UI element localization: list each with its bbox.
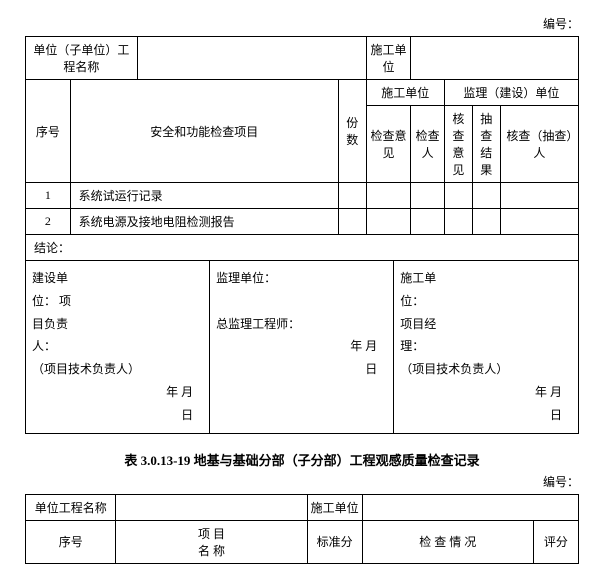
cell-empty (472, 209, 500, 235)
cell-unit-project-value (137, 37, 366, 80)
conclusion: 结论： (26, 235, 579, 261)
b1-l3: 目负责 (32, 317, 68, 331)
b3-date-d: 日 (550, 408, 562, 422)
h-copies: 份数 (338, 80, 366, 183)
row1-num: 1 (26, 183, 71, 209)
h-construction-unit: 施工单位 (366, 37, 411, 80)
main-table-2: 单位工程名称 施工单位 序号 项 目 名 称 标准分 检 查 情 况 评分 (25, 494, 579, 564)
cell-empty (338, 183, 366, 209)
top-numbering: 编号： (25, 15, 579, 32)
table-row: 1 系统试运行记录 (26, 183, 579, 209)
cell-empty (444, 183, 472, 209)
cell-empty (366, 183, 411, 209)
h-checker: 检查人 (411, 106, 445, 183)
cell-empty (366, 209, 411, 235)
table-row: 2 系统电源及接地电阻检测报告 (26, 209, 579, 235)
t2-h-check-situation: 检 查 情 况 (362, 520, 533, 563)
t2-h-construction-unit: 施工单位 (307, 494, 362, 520)
h-con-unit-group: 施工单位 (366, 80, 444, 106)
h-sample-result: 抽查结果 (472, 106, 500, 183)
t2-item-l1: 项 目 (198, 527, 225, 541)
t2-construction-unit-value (362, 494, 578, 520)
row2-num: 2 (26, 209, 71, 235)
h-check-opinion: 检查意见 (366, 106, 411, 183)
b2-date-d: 日 (365, 362, 377, 376)
b1-date-ym: 年 月 (166, 385, 193, 399)
h-reviewer: 核查（抽查）人 (500, 106, 578, 183)
cell-construction-unit-value (411, 37, 579, 80)
b2-l2: 总监理工程师： (216, 317, 300, 331)
h-unit-project: 单位（子单位）工程名称 (26, 37, 138, 80)
b1-l1: 建设单 (32, 271, 68, 285)
t2-h-seq: 序号 (26, 520, 116, 563)
b3-date-ym: 年 月 (535, 385, 562, 399)
b3-l3: 项目经 (400, 317, 436, 331)
h-review-opinion: 核查意见 (444, 106, 472, 183)
table-caption: 表 3.0.13-19 地基与基础分部（子分部）工程观感质量检查记录 (25, 450, 579, 469)
b2-l1: 监理单位： (216, 271, 276, 285)
b3-l4: 理： (400, 339, 424, 353)
signoff-block-supervisor: 监理单位： 总监理工程师： 年 月 日 (210, 261, 394, 434)
b1-l4: 人： (32, 339, 56, 353)
b3-l1: 施工单 (400, 271, 436, 285)
t2-h-score: 评分 (533, 520, 578, 563)
b3-l5: （项目技术负责人） (400, 362, 508, 376)
cell-empty (411, 183, 445, 209)
t2-item-l2: 名 称 (198, 544, 225, 558)
b1-l5: （项目技术负责人） (32, 362, 140, 376)
row1-text: 系统试运行记录 (70, 183, 338, 209)
h-item: 安全和功能检查项目 (70, 80, 338, 183)
cell-empty (411, 209, 445, 235)
cell-empty (500, 209, 578, 235)
cell-empty (472, 183, 500, 209)
t2-h-std-score: 标准分 (307, 520, 362, 563)
row2-text: 系统电源及接地电阻检测报告 (70, 209, 338, 235)
h-sup-unit-group: 监理（建设）单位 (444, 80, 578, 106)
b1-date-d: 日 (181, 408, 193, 422)
bottom-numbering: 编号： (25, 473, 579, 490)
signoff-block-contractor: 施工单 位： 项目经 理： （项目技术负责人） 年 月 日 (394, 261, 579, 434)
t2-unit-project-value (116, 494, 307, 520)
main-table-1: 单位（子单位）工程名称 施工单位 序号 安全和功能检查项目 份数 施工单位 监理… (25, 36, 579, 261)
signoff-table: 建设单 位： 项 目负责 人： （项目技术负责人） 年 月 日 监理单位： 总监… (25, 260, 579, 434)
b1-l2: 位： 项 (32, 294, 71, 308)
cell-empty (444, 209, 472, 235)
signoff-block-owner: 建设单 位： 项 目负责 人： （项目技术负责人） 年 月 日 (26, 261, 210, 434)
t2-h-item-name: 项 目 名 称 (116, 520, 307, 563)
t2-h-unit-project: 单位工程名称 (26, 494, 116, 520)
b2-date-ym: 年 月 (350, 339, 377, 353)
cell-empty (338, 209, 366, 235)
b3-l2: 位： (400, 294, 424, 308)
h-seq: 序号 (26, 80, 71, 183)
cell-empty (500, 183, 578, 209)
